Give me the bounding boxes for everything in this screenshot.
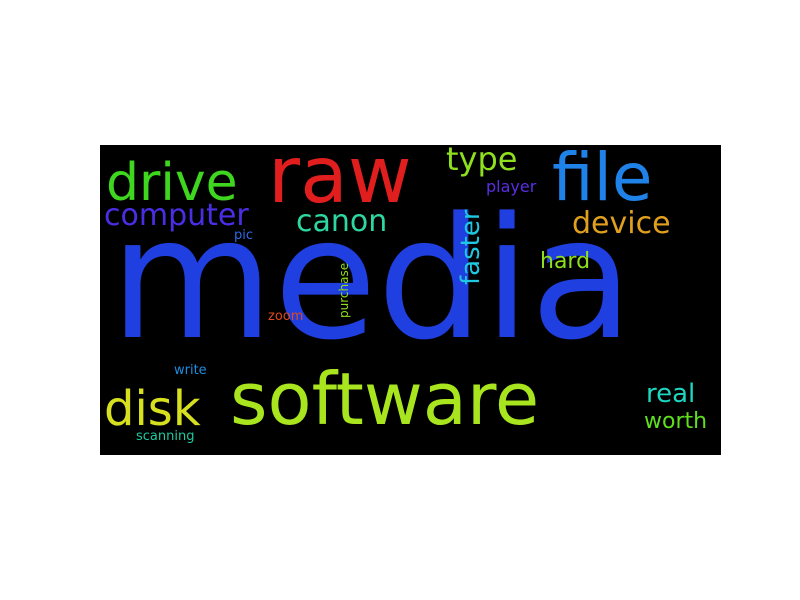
word-drive: drive: [106, 153, 238, 213]
word-media: media: [110, 181, 634, 377]
word-canon: canon: [296, 204, 388, 239]
word-cloud: media software raw file drive disk compu…: [100, 145, 721, 455]
word-computer: computer: [104, 198, 249, 233]
word-raw: raw: [268, 145, 412, 221]
word-file: file: [552, 145, 653, 216]
word-faster: faster: [456, 209, 486, 285]
word-software: software: [230, 357, 540, 441]
word-zoom: zoom: [268, 309, 304, 324]
word-type: type: [446, 145, 518, 178]
word-device: device: [572, 206, 671, 241]
word-player: player: [486, 177, 537, 196]
word-scanning: scanning: [136, 429, 195, 444]
word-hard: hard: [540, 249, 591, 274]
word-pic: pic: [234, 228, 254, 243]
word-write: write: [174, 363, 207, 378]
word-real: real: [646, 379, 696, 409]
word-disk: disk: [104, 381, 201, 437]
word-worth: worth: [644, 409, 708, 434]
word-purchase: purchase: [337, 262, 351, 318]
